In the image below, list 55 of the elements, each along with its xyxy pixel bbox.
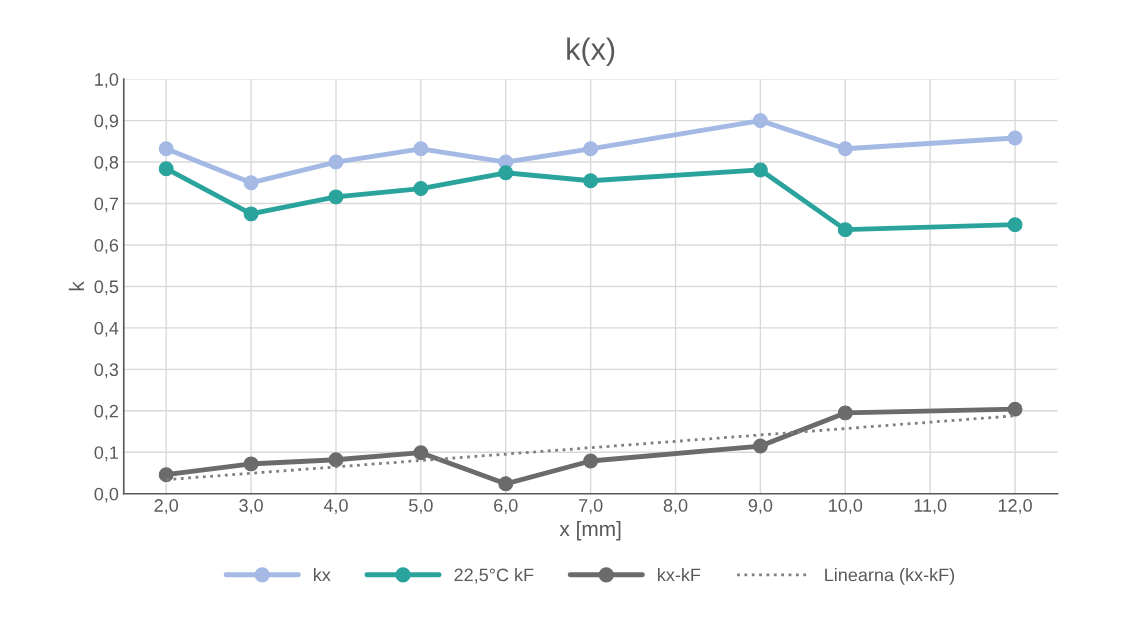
y-tick-label: 0,8 bbox=[94, 155, 119, 171]
point bbox=[752, 162, 768, 178]
point bbox=[752, 113, 768, 129]
point bbox=[243, 175, 259, 191]
point bbox=[498, 476, 514, 492]
point bbox=[328, 189, 344, 205]
legend-label: kx-kF bbox=[658, 568, 701, 582]
point bbox=[158, 161, 174, 177]
y-tick-label: 0,4 bbox=[94, 321, 119, 337]
point bbox=[413, 181, 429, 197]
point bbox=[498, 165, 514, 181]
point bbox=[752, 438, 768, 454]
legend-label: kx bbox=[313, 568, 331, 582]
point bbox=[583, 173, 599, 189]
point bbox=[158, 467, 174, 483]
x-tick-label: 5,0 bbox=[409, 499, 433, 514]
x-tick-label: 10,0 bbox=[829, 499, 863, 514]
x-tick-label: 8,0 bbox=[663, 499, 688, 514]
point bbox=[158, 141, 174, 157]
chart-title: k(x) bbox=[567, 37, 615, 67]
point bbox=[243, 206, 259, 222]
point bbox=[413, 445, 429, 461]
point bbox=[1007, 130, 1023, 146]
x-tick-label: 4,0 bbox=[323, 499, 348, 514]
y-tick-label: 0,2 bbox=[94, 404, 118, 420]
x-tick-label: 9,0 bbox=[748, 499, 773, 514]
y-axis-title: k bbox=[68, 281, 84, 291]
y-tick-label: 0,9 bbox=[94, 114, 119, 130]
y-tick-label: 1,0 bbox=[95, 73, 119, 88]
point bbox=[328, 154, 344, 170]
point bbox=[413, 141, 429, 157]
y-tick-label: 0,7 bbox=[94, 197, 118, 213]
x-tick-label: 12,0 bbox=[998, 499, 1032, 514]
point bbox=[1007, 401, 1023, 417]
legend-label: Linearna (kx-kF) bbox=[825, 568, 955, 585]
x-tick-label: 7,0 bbox=[579, 499, 603, 514]
y-tick-label: 0,3 bbox=[94, 363, 119, 379]
point bbox=[328, 452, 344, 468]
y-tick-label: 0,5 bbox=[94, 280, 119, 296]
y-tick-label: 0,0 bbox=[94, 487, 119, 503]
point bbox=[1007, 217, 1023, 233]
y-tick-label: 0,6 bbox=[94, 238, 119, 254]
x-tick-label: 6,0 bbox=[494, 499, 518, 514]
point bbox=[583, 141, 599, 157]
x-tick-label: 2,0 bbox=[154, 499, 179, 514]
y-tick-label: 0,1 bbox=[94, 446, 119, 462]
point bbox=[837, 141, 853, 157]
legend-label: 22,5°C kF bbox=[454, 568, 534, 584]
point bbox=[837, 405, 853, 421]
x-tick-label: 11,0 bbox=[914, 499, 947, 514]
x-axis-title: x [mm] bbox=[559, 520, 621, 541]
x-tick-label: 3,0 bbox=[239, 499, 263, 514]
point bbox=[837, 222, 853, 238]
point bbox=[583, 453, 599, 469]
point bbox=[243, 456, 259, 472]
